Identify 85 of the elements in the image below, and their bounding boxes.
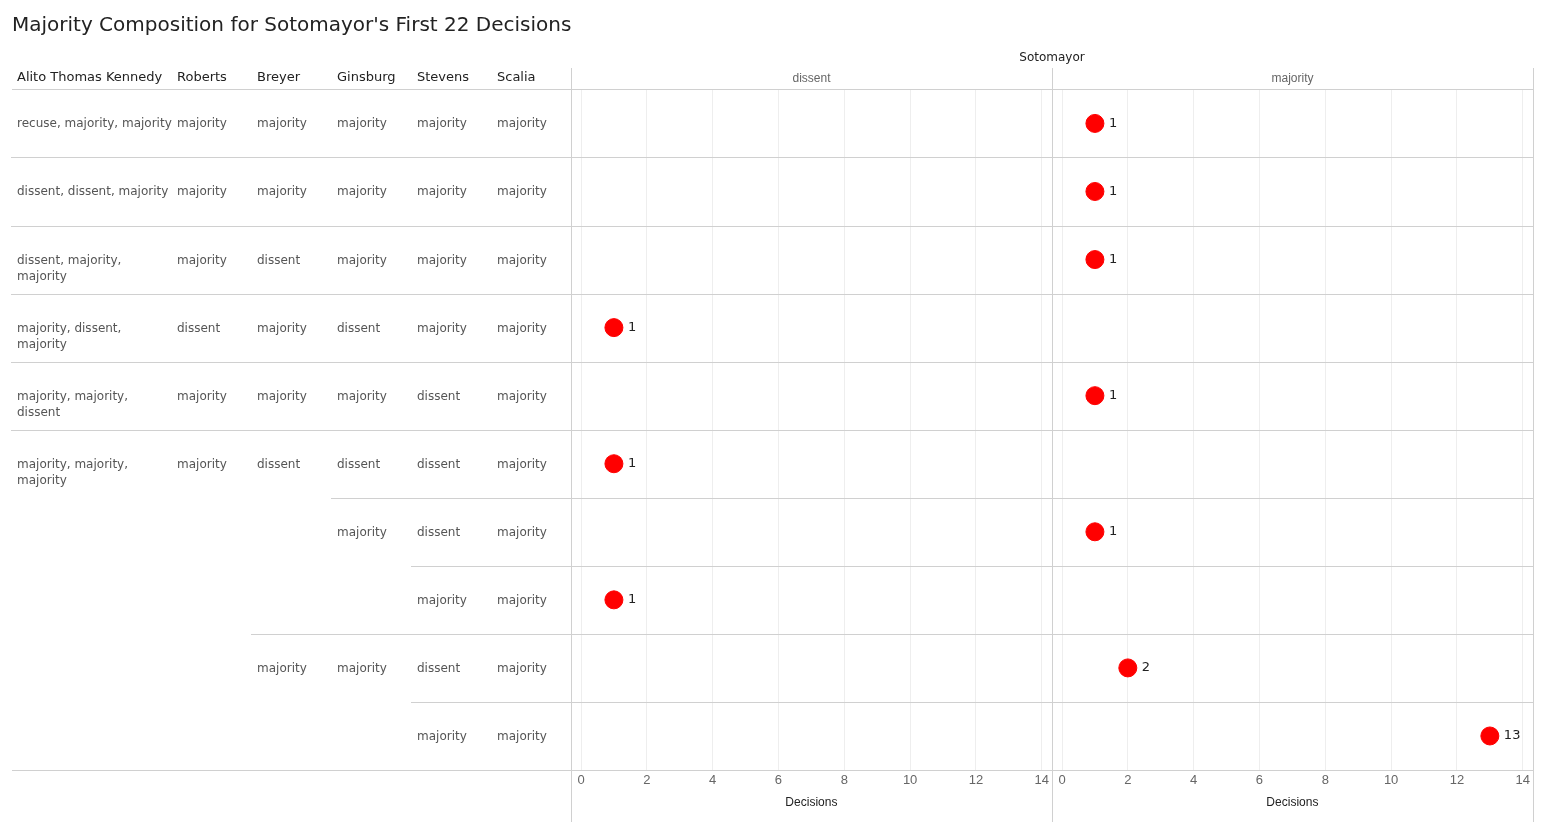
chart-title: majority bbox=[1271, 70, 1314, 85]
x-tick-label: 0 bbox=[1058, 772, 1066, 788]
text: majority bbox=[497, 184, 547, 199]
text: dissent bbox=[417, 388, 461, 403]
text: dissent bbox=[417, 524, 461, 539]
x-tick-label: 8 bbox=[1321, 772, 1329, 788]
text: majority bbox=[257, 184, 307, 199]
text: majority bbox=[417, 592, 467, 607]
text: majority, dissent, majority bbox=[17, 320, 122, 351]
text: majority bbox=[257, 320, 307, 335]
text: majority, majority, dissent bbox=[17, 388, 129, 419]
data-label: 2 bbox=[1141, 659, 1151, 675]
data-label: 1 bbox=[627, 455, 637, 471]
text: dissent, dissent, majority bbox=[17, 184, 169, 199]
text: majority bbox=[497, 592, 547, 607]
data-label: 1 bbox=[1108, 114, 1118, 130]
text: dissent bbox=[417, 660, 461, 675]
x-tick-label: 6 bbox=[774, 772, 783, 788]
text: majority bbox=[497, 456, 547, 471]
x-tick-label: 2 bbox=[643, 772, 651, 788]
data-label: 1 bbox=[1108, 523, 1118, 539]
text: dissent bbox=[257, 252, 301, 267]
text: Majority Composition for Sotomayor's First 22 Decisions bbox=[12, 12, 572, 36]
text: dissent bbox=[177, 320, 221, 335]
x-tick-label: 6 bbox=[1255, 772, 1264, 788]
text: majority bbox=[417, 728, 467, 743]
x-tick-label: 4 bbox=[709, 772, 717, 788]
text: majority bbox=[497, 524, 547, 539]
data-label: 13 bbox=[1503, 727, 1521, 743]
text: majority bbox=[337, 116, 387, 131]
text: majority bbox=[417, 320, 467, 335]
category-label: Ginsburg bbox=[337, 69, 396, 85]
text: dissent bbox=[337, 456, 381, 471]
x-axis-title: Decisions bbox=[785, 795, 838, 810]
text: majority bbox=[177, 184, 227, 199]
text: majority bbox=[257, 116, 307, 131]
text: majority bbox=[497, 116, 547, 131]
data-label: 1 bbox=[627, 318, 637, 334]
x-tick-label: 8 bbox=[840, 772, 848, 788]
text: majority bbox=[257, 660, 307, 675]
category-label: Breyer bbox=[257, 69, 301, 85]
x-tick-label: 4 bbox=[1190, 772, 1198, 788]
data-label: 1 bbox=[1108, 250, 1118, 266]
x-tick-label: 12 bbox=[968, 772, 984, 788]
x-tick-label: 0 bbox=[577, 772, 585, 788]
data-label: 1 bbox=[1108, 387, 1118, 403]
text: majority bbox=[497, 320, 547, 335]
category-label: Roberts bbox=[177, 69, 227, 85]
text: dissent, majority, majority bbox=[17, 252, 122, 283]
category-label: Stevens bbox=[417, 69, 470, 85]
x-tick-label: 2 bbox=[1124, 772, 1132, 788]
text: majority bbox=[337, 252, 387, 267]
category-label: Alito Thomas Kennedy bbox=[17, 69, 163, 85]
data-label: 1 bbox=[1108, 182, 1118, 198]
text: majority bbox=[337, 184, 387, 199]
text: majority bbox=[417, 252, 467, 267]
x-axis-title: Decisions bbox=[1266, 795, 1319, 810]
x-tick-label: 14 bbox=[1034, 772, 1049, 788]
text: majority bbox=[257, 388, 307, 403]
text: majority bbox=[337, 524, 387, 539]
text: majority bbox=[497, 388, 547, 403]
text: Sotomayor bbox=[1018, 50, 1086, 64]
text: majority bbox=[177, 252, 227, 267]
text: majority, majority, majority bbox=[17, 456, 129, 487]
text: majority bbox=[417, 184, 467, 199]
text: dissent bbox=[257, 456, 301, 471]
x-tick-label: 12 bbox=[1449, 772, 1465, 788]
category-label: Scalia bbox=[497, 69, 536, 85]
chart-title: dissent bbox=[792, 70, 832, 85]
x-tick-label: 10 bbox=[1383, 772, 1399, 788]
text: majority bbox=[497, 252, 547, 267]
text: majority bbox=[417, 116, 467, 131]
x-tick-label: 10 bbox=[902, 772, 918, 788]
x-tick-label: 14 bbox=[1515, 772, 1530, 788]
text: majority bbox=[497, 660, 547, 675]
text: majority bbox=[177, 456, 227, 471]
text: recuse, majority, majority bbox=[17, 116, 172, 131]
text: dissent bbox=[417, 456, 461, 471]
text: majority bbox=[177, 388, 227, 403]
text: majority bbox=[497, 728, 547, 743]
text: majority bbox=[337, 660, 387, 675]
text: majority bbox=[337, 388, 387, 403]
text: dissent bbox=[337, 320, 381, 335]
text: majority bbox=[177, 116, 227, 131]
data-label: 1 bbox=[627, 591, 637, 607]
